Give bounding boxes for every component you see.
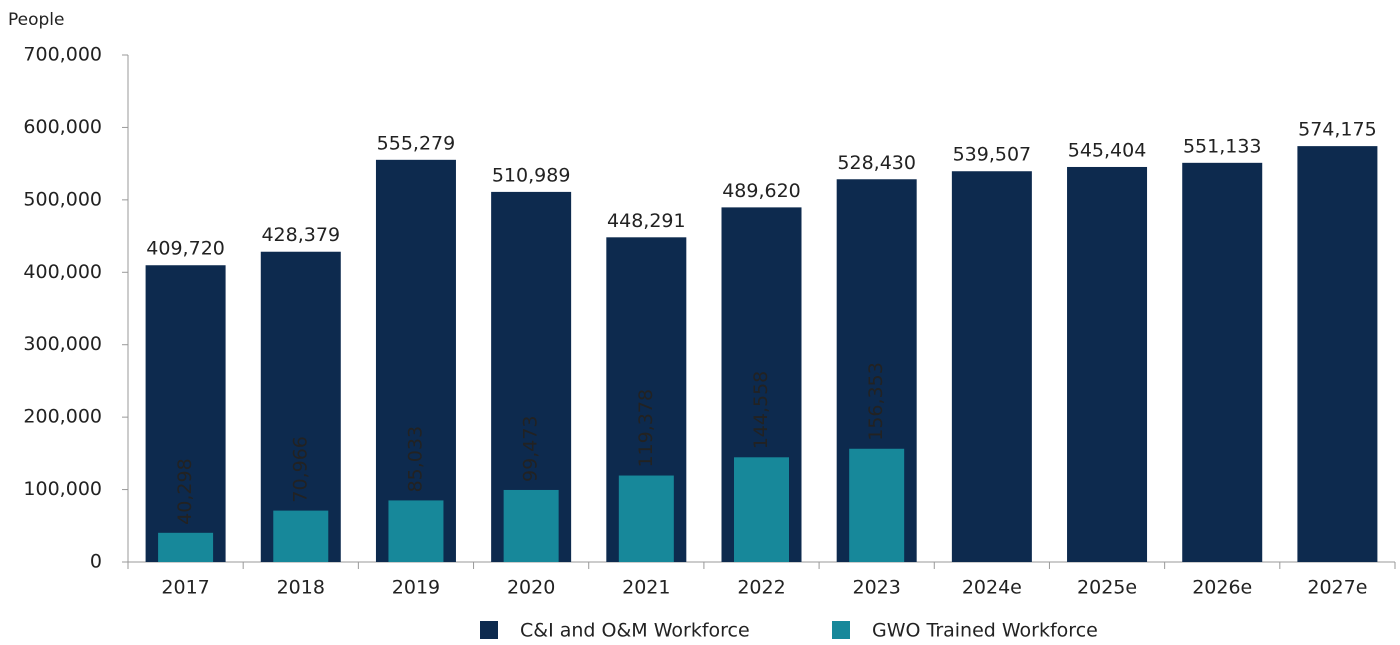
x-tick-label: 2024e [962, 577, 1022, 599]
x-tick-label: 2018 [277, 577, 325, 599]
data-label: 489,620 [722, 180, 801, 202]
y-tick-label: 300,000 [23, 333, 102, 355]
bar [619, 476, 674, 562]
bar [1182, 163, 1262, 562]
data-label: 428,379 [261, 224, 340, 246]
x-tick-label: 2022 [737, 577, 785, 599]
x-tick-label: 2023 [853, 577, 901, 599]
y-tick-label: 700,000 [23, 44, 102, 66]
legend-swatch [832, 621, 850, 639]
x-tick-label: 2021 [622, 577, 670, 599]
bar [1297, 146, 1377, 562]
legend-label: GWO Trained Workforce [872, 620, 1098, 642]
bar [734, 457, 789, 562]
x-tick-label: 2026e [1192, 577, 1252, 599]
bar [1067, 167, 1147, 562]
data-label: 119,378 [635, 389, 657, 468]
data-label: 85,033 [404, 426, 426, 492]
x-tick-label: 2017 [161, 577, 209, 599]
x-tick-label: 2027e [1307, 577, 1367, 599]
data-label: 574,175 [1298, 119, 1377, 141]
data-label: 70,966 [289, 436, 311, 502]
x-tick-label: 2025e [1077, 577, 1137, 599]
data-label: 156,353 [865, 362, 887, 441]
y-tick-label: 0 [90, 551, 102, 573]
data-label: 40,298 [174, 458, 196, 524]
data-label: 551,133 [1183, 135, 1262, 157]
y-tick-label: 600,000 [23, 116, 102, 138]
data-label: 539,507 [953, 144, 1032, 166]
y-tick-label: 500,000 [23, 188, 102, 210]
y-tick-label: 400,000 [23, 261, 102, 283]
bar [849, 449, 904, 562]
x-tick-label: 2020 [507, 577, 555, 599]
bar [158, 533, 213, 562]
data-label: 510,989 [492, 164, 571, 186]
chart: People 0 100,000 200,000 300,000 400,000 500,… [0, 0, 1400, 645]
data-label: 528,430 [837, 152, 916, 174]
bar [388, 500, 443, 562]
y-tick-label: 200,000 [23, 406, 102, 428]
bar [504, 490, 559, 562]
data-label: 555,279 [377, 132, 456, 154]
y-tick-label: 100,000 [23, 478, 102, 500]
y-axis-label: People [8, 10, 64, 30]
legend-swatch [480, 621, 498, 639]
data-label: 545,404 [1068, 139, 1147, 161]
legend-label: C&I and O&M Workforce [520, 620, 750, 642]
data-label: 448,291 [607, 210, 686, 232]
bar [273, 511, 328, 562]
bar [952, 171, 1032, 562]
data-label: 99,473 [520, 415, 542, 481]
data-label: 144,558 [750, 371, 772, 450]
data-label: 409,720 [146, 238, 225, 260]
x-tick-label: 2019 [392, 577, 440, 599]
